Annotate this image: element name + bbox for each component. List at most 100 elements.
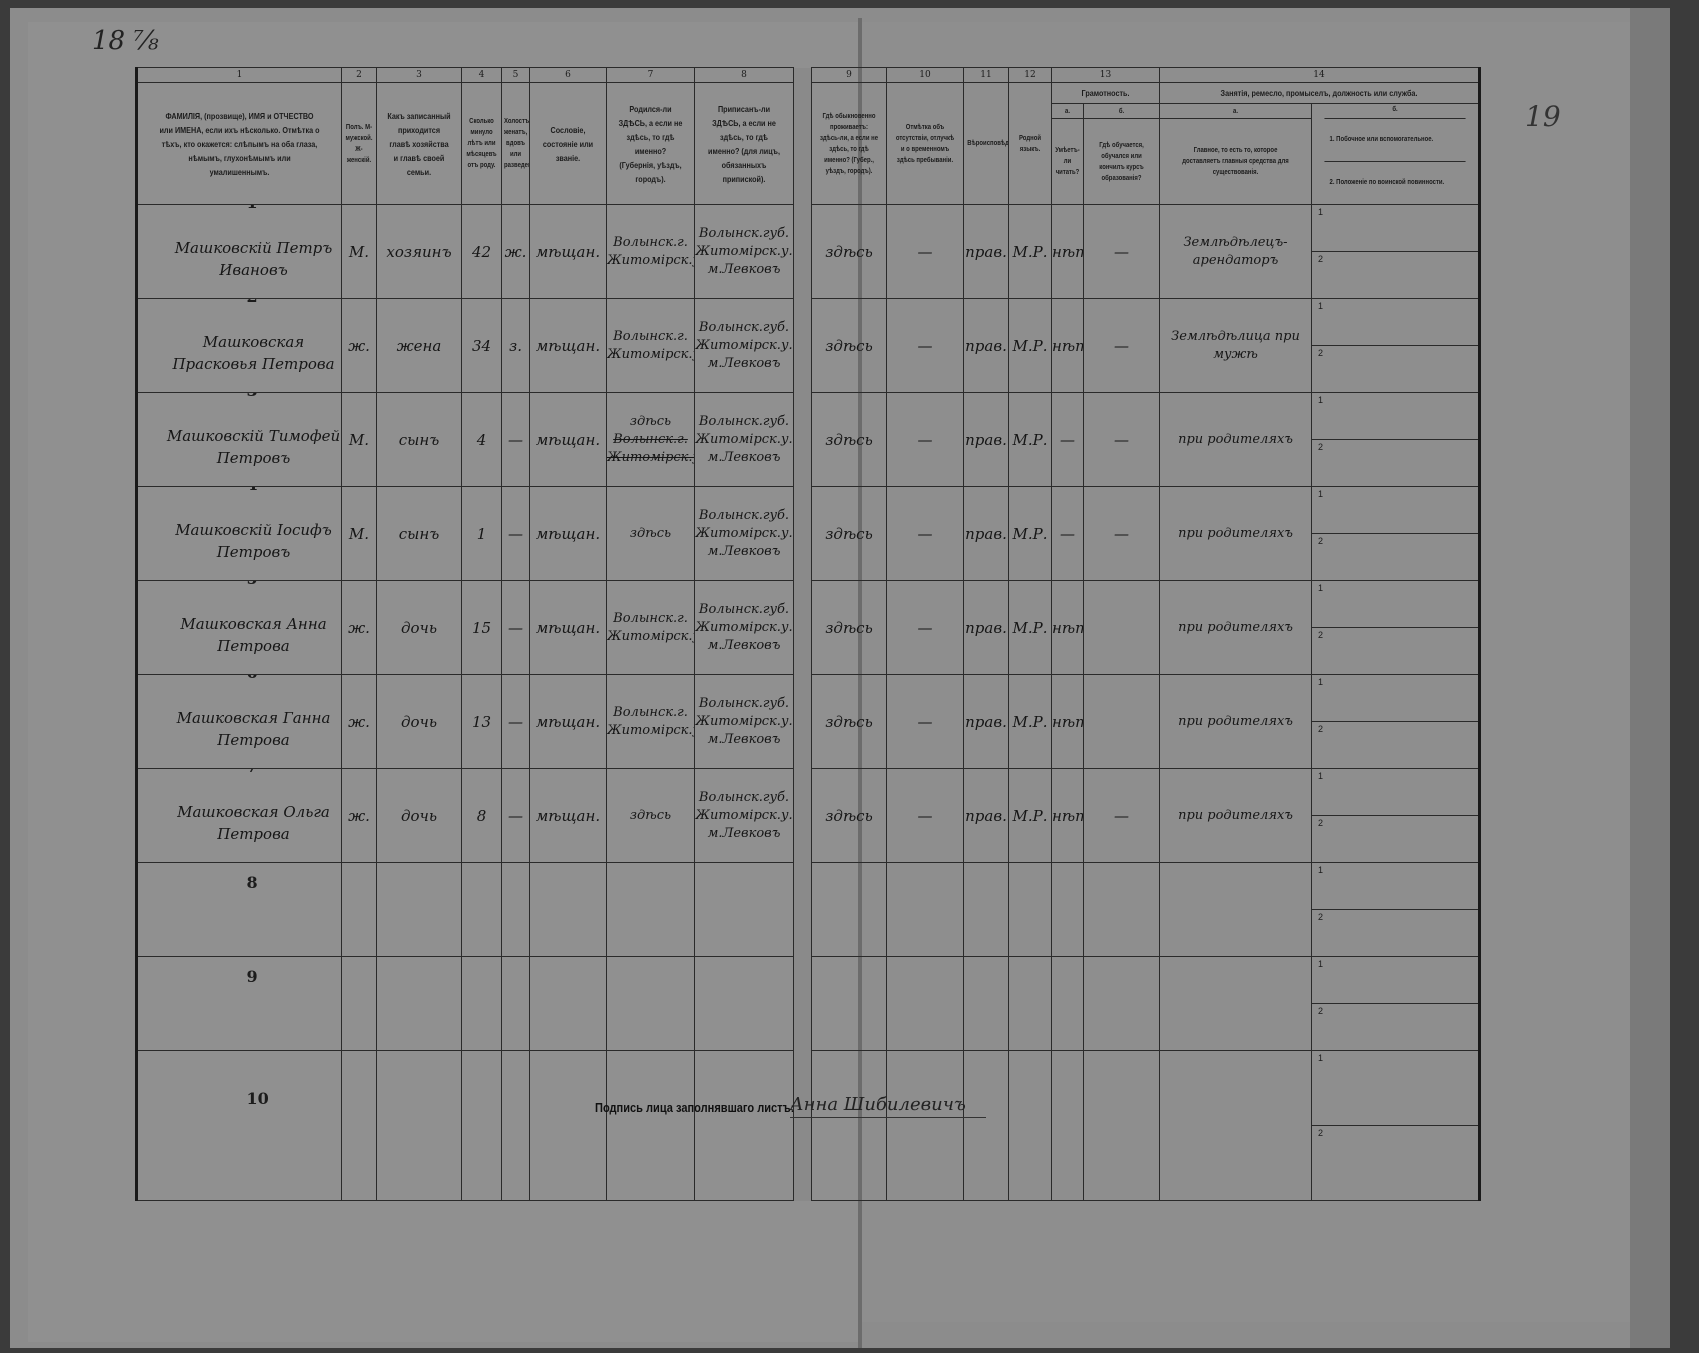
cell-language-text: М.Р. [1012,242,1048,261]
cell-religion: прав. [963,674,1009,769]
cell-residence-text: здѣсь [825,618,873,637]
person-name [148,997,341,1011]
page-number: 19 [1525,100,1561,133]
cell-registered [694,956,794,1051]
cell-relation-text: сынъ [398,524,440,543]
cell-absence [886,956,964,1051]
cell-residence [811,956,887,1051]
cell-secondary-occupation: 1 [1311,298,1482,346]
cell-language-text: М.Р. [1012,806,1048,825]
cell-estate [529,956,607,1051]
cell-education [1082,674,1161,769]
cell-sex: ж. [341,298,377,393]
cell-birthplace: Волынск.г. Житомірск.у. [606,674,695,769]
cell-marital-status-text: — [508,618,523,637]
gutter [793,580,812,675]
gutter [793,862,812,957]
cell-relation: хозяинъ [376,204,462,299]
cell-residence [811,862,887,957]
cell-military-status: 2 [1311,909,1482,957]
header-col14b-secondary: 1. Побочное или вспомогательное. [1324,119,1466,162]
header-col7: Родился-ли ЗДѢСЬ, а если не здѣсь, то гд… [618,103,683,184]
table-row-sub: 2 [137,627,1482,675]
cell-birthplace-text: Волынск.г. Житомірск.у. [607,704,694,738]
cell-residence-text: здѣсь [825,524,873,543]
cell-language [1008,862,1052,957]
cell-age-text: 13 [471,712,492,731]
cell-estate: мѣщан. [529,768,607,863]
header-col13b: Гдѣ обучается, обучался или кончилъ курс… [1099,141,1144,182]
gutter [793,486,812,581]
header-col11: Вѣроисповѣданіе. [967,140,1009,147]
header-col14b-letter: б. [1324,105,1466,119]
cell-language: М.Р. [1008,298,1052,393]
row-number: 6 [247,676,258,682]
cell-language-text: М.Р. [1012,524,1048,543]
header-row-group: ФАМИЛІЯ, (прозвище), ИМЯ и ОТЧЕСТВО или … [135,82,1482,205]
cell-estate: мѣщан. [529,392,607,487]
cell-military-status: 2 [1311,721,1482,769]
cell-registered: Волынск.губ. Житомірск.у. м.Левковъ [694,392,794,487]
table-row: 10 1 [135,1050,1482,1201]
person-name [148,903,341,917]
cell-language: М.Р. [1008,674,1052,769]
cell-age-text: 15 [471,618,492,637]
cell-age [461,862,502,957]
cell-occupation: при родителяхъ [1159,392,1313,487]
person-name: Машковскій Іосифъ Петровъ [175,520,332,561]
cell-language-text: М.Р. [1012,430,1048,449]
header-col3: Какъ записанный приходится главѣ хозяйст… [387,110,451,177]
cell-literate: нѣтъ [1051,204,1084,299]
table-row: 3 Машковскій Тимофей Петровъ М. сынъ 4 — мѣщан… [135,392,1482,487]
header-col13b-letter: б. [1118,107,1125,115]
cell-marital-status-text: з. [509,336,522,355]
cell-education [1082,1050,1161,1201]
cell-estate: мѣщан. [529,298,607,393]
cell-absence-text: — [917,242,933,261]
cell-residence-text: здѣсь [825,806,873,825]
cell-religion: прав. [963,486,1009,581]
header-col13: Грамотность. [1081,88,1130,98]
cell-estate-text: мѣщан. [535,336,601,355]
cell-absence-text: — [917,712,933,731]
cell-birthplace [606,862,695,957]
cell-secondary-occupation: 1 [1311,1050,1482,1126]
cell-absence [886,862,964,957]
gutter [793,204,812,299]
cell-relation [376,956,462,1051]
cell-relation-text: сынъ [398,430,440,449]
cell-birthplace: Волынск.г. Житомірск.у. [606,298,695,393]
cell-residence: здѣсь [811,580,887,675]
cell-military-status: 2 [1311,1125,1482,1201]
cell-absence: — [886,204,964,299]
cell-absence-text: — [917,336,933,355]
table-row: 7 Машковская Ольга Петрова ж. дочь 8 — мѣщан. з… [135,768,1482,863]
row-number: 9 [246,966,258,986]
cell-age: 34 [461,298,502,393]
signature-label: Подпись лица заполнявшаго листъ: [595,1100,795,1115]
header-subletter-row: а. б. а. б. 1. Побочное или вспомогатель… [137,103,1482,205]
person-name: Машковскій Петръ Ивановъ [174,238,333,279]
cell-literate [1051,956,1084,1051]
cell-birthplace: Волынск.г. Житомірск.у. [606,204,695,299]
cell-military-status: 2 [1311,815,1482,863]
colnum: 3 [376,67,462,83]
row-number: 4 [247,488,258,494]
colnum: 13 [1050,67,1161,83]
cell-secondary-occupation: 1 [1311,580,1482,628]
cell-occupation: при родителяхъ [1159,580,1313,675]
cell-name: 2 Машковская Прасковья Петрова [135,298,342,393]
cell-religion-text: прав. [965,524,1007,543]
cell-age-text: 4 [476,430,487,449]
cell-education-text: — [1114,806,1129,825]
cell-registered-text: Волынск.губ. Житомірск.у. м.Левковъ [695,319,793,371]
census-table: 1 2 3 4 5 6 7 8 9 10 11 12 13 14 ФАМИЛІЯ… [135,67,1482,1201]
cell-birthplace-text: здѣсь [629,525,672,541]
cell-estate: мѣщан. [529,580,607,675]
cell-sex [341,956,377,1051]
cell-marital-status: — [501,768,530,863]
cell-age: 42 [461,204,502,299]
cell-language [1008,956,1052,1051]
row-number: 10 [246,1088,269,1108]
signature: Анна Шибилевичъ [790,1094,986,1118]
